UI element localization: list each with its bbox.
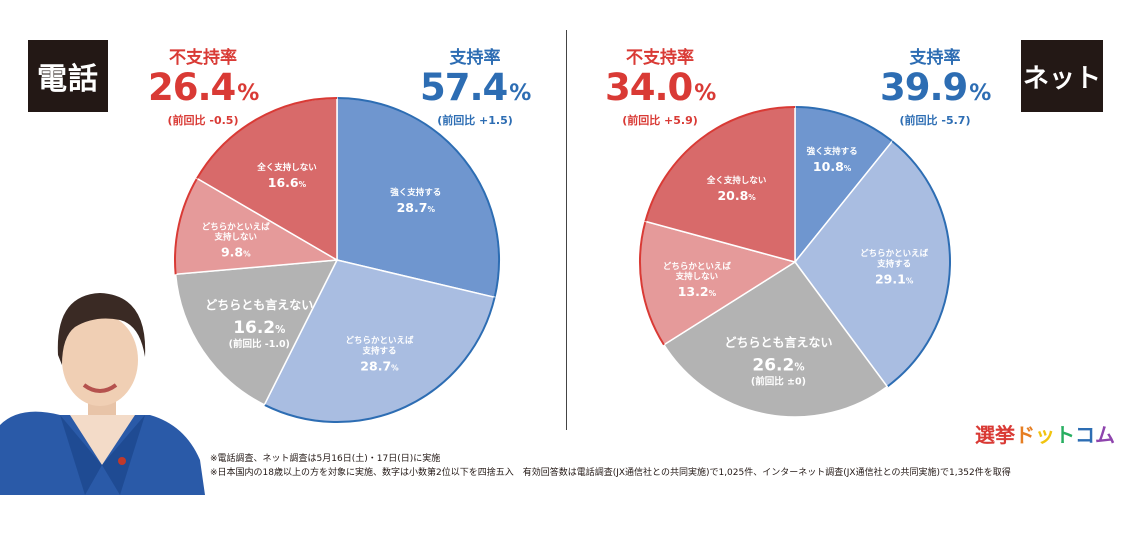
pie-slice-label: 支持する: [361, 345, 396, 356]
pie-slice-value: 10.8%: [813, 159, 852, 174]
net-disapprove-change: (前回比 +5.9): [622, 114, 698, 127]
pie-slice-border: [886, 140, 951, 388]
badge-net: ネット: [1021, 40, 1103, 112]
pie-slice-label: 全く支持しない: [256, 162, 317, 173]
pie-slice-value: 28.7%: [360, 358, 399, 373]
pie-slice: [174, 259, 339, 406]
phone-approve-value: 57.4%: [420, 66, 531, 109]
logo-char: ド: [1015, 423, 1035, 447]
phone-approve-stat: 支持率 57.4% (前回比 +1.5): [420, 48, 531, 128]
pie-slice-border: [794, 106, 893, 143]
net-approve-change: (前回比 -5.7): [899, 114, 971, 127]
pie-slice-value: 26.2%: [752, 355, 804, 375]
pie-slice-label: 支持する: [876, 258, 911, 269]
pie-slice-label: どちらとも言えない: [205, 297, 313, 312]
logo-char: ト: [1055, 423, 1075, 447]
pie-slice-border: [336, 97, 500, 298]
pie-slice-border: [644, 106, 796, 222]
pie-slice-label: どちらかといえば: [345, 335, 414, 346]
pie-slice: [662, 260, 889, 418]
net-approve-label: 支持率: [909, 48, 961, 68]
pie-slice-label: 全く支持しない: [706, 175, 767, 186]
pie-slice-value: 13.2%: [678, 284, 717, 299]
logo-char: ム: [1095, 423, 1115, 447]
note-survey-date: ※電話調査、ネット調査は5月16日(土)・17日(日)に実施: [210, 454, 441, 464]
net-disapprove-label: 不支持率: [626, 48, 694, 68]
phone-disapprove-change: (前回比 -0.5): [167, 114, 239, 127]
phone-disapprove-stat: 不支持率 26.4% (前回比 -0.5): [148, 48, 259, 128]
net-approve-value: 39.9%: [880, 66, 991, 109]
pie-slice-note: (前回比 -1.0): [229, 338, 290, 350]
pie-slice-label: どちらかといえば: [663, 261, 732, 272]
pie-slice-border: [263, 297, 496, 423]
pie-slice-label: 強く支持する: [390, 187, 441, 198]
pie-slice-label: 強く支持する: [807, 146, 858, 157]
pie-slice-border: [174, 177, 198, 275]
logo-char: 挙: [995, 423, 1015, 447]
pie-slice-label: 支持しない: [675, 271, 719, 282]
logo-char: コ: [1075, 423, 1095, 447]
net-disapprove-stat: 不支持率 34.0% (前回比 +5.9): [605, 48, 716, 128]
pie-1: 強く支持する10.8%どちらかといえば支持する29.1%どちらとも言えない26.…: [639, 106, 951, 418]
pie-slice-label: どちらかといえば: [202, 221, 271, 232]
pie-slice-label: どちらとも言えない: [724, 335, 832, 350]
net-approve-stat: 支持率 39.9% (前回比 -5.7): [880, 48, 991, 128]
pie-slice-label: どちらかといえば: [860, 248, 929, 259]
pie-slice-value: 29.1%: [875, 271, 914, 286]
center-divider: [566, 30, 567, 430]
note-methodology: ※日本国内の18歳以上の方を対象に実施、数字は小数第2位以下を四捨五入 有効回答…: [210, 468, 1011, 478]
senkyo-dotcom-logo: 選挙ドットコム: [975, 419, 1115, 448]
portrait-image: [0, 293, 205, 495]
pie-slice-value: 20.8%: [717, 188, 756, 203]
logo-char: 選: [975, 423, 995, 447]
logo-char: ッ: [1035, 423, 1055, 447]
pie-slice-value: 16.2%: [233, 318, 285, 338]
phone-approve-change: (前回比 +1.5): [437, 114, 513, 127]
pie-slice-border: [639, 221, 665, 346]
phone-disapprove-value: 26.4%: [148, 66, 259, 109]
pie-slice-label: 支持しない: [214, 232, 258, 243]
pie-slice-note: (前回比 ±0): [751, 375, 806, 387]
pie-slice-value: 28.7%: [397, 200, 436, 215]
net-disapprove-value: 34.0%: [605, 66, 716, 109]
pie-slice-value: 16.6%: [268, 175, 307, 190]
pie-0: 強く支持する28.7%どちらかといえば支持する28.7%どちらとも言えない16.…: [174, 97, 500, 423]
pie-slice-border: [196, 97, 338, 179]
badge-phone: 電話: [28, 40, 108, 112]
phone-approve-label: 支持率: [449, 48, 501, 68]
phone-disapprove-label: 不支持率: [169, 48, 237, 68]
